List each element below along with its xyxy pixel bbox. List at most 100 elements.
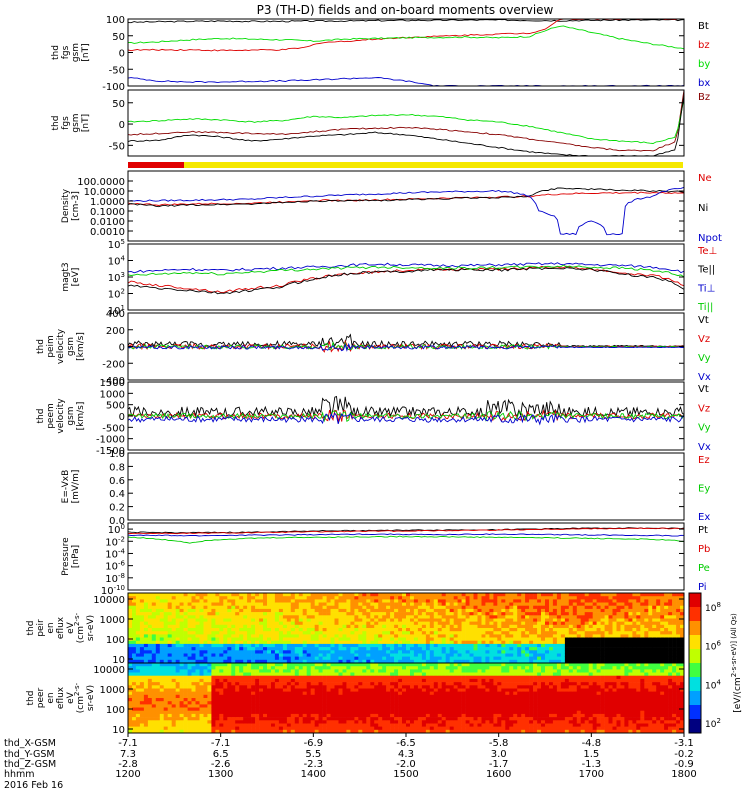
heatmap-cell — [513, 624, 518, 629]
heatmap-cell — [227, 698, 232, 702]
heatmap-cell — [135, 608, 141, 613]
heatmap-cell — [366, 599, 371, 603]
y-axis-label: sr-eV) — [86, 615, 96, 641]
heatmap-cell — [378, 713, 383, 718]
heatmap-cell — [247, 675, 252, 680]
heatmap-cell — [179, 596, 184, 600]
heatmap-cell — [402, 663, 407, 667]
heatmap-cell — [644, 608, 649, 613]
heatmap-cell — [406, 710, 411, 715]
heatmap-cell — [374, 663, 379, 667]
heatmap-cell — [382, 615, 387, 619]
heatmap-cell — [382, 678, 387, 683]
heatmap-cell — [318, 704, 323, 708]
heatmap-cell — [549, 640, 554, 645]
heatmap-cell — [132, 618, 137, 622]
heatmap-cell — [199, 688, 204, 692]
heatmap-cell — [286, 691, 292, 696]
heatmap-cell — [604, 615, 609, 619]
heatmap-cell — [195, 685, 200, 689]
heatmap-cell — [326, 688, 331, 692]
heatmap-cell — [195, 666, 200, 670]
heatmap-cell — [203, 634, 208, 638]
heatmap-cell — [366, 647, 371, 651]
heatmap-cell — [215, 663, 220, 667]
y-tick-label: 1.0 — [109, 449, 125, 460]
legend-entry: Vt — [698, 384, 709, 395]
heatmap-cell — [382, 650, 387, 654]
heatmap-cell — [410, 643, 415, 648]
heatmap-cell — [147, 653, 153, 657]
heatmap-cell — [183, 713, 188, 718]
heatmap-cell — [255, 672, 260, 676]
heatmap-cell — [207, 672, 212, 676]
heatmap-cell — [370, 707, 375, 711]
heatmap-cell — [195, 726, 200, 731]
heatmap-cell — [374, 596, 379, 600]
heatmap-cell — [406, 669, 411, 673]
heatmap-cell — [175, 647, 180, 651]
heatmap-cell — [298, 675, 304, 680]
heatmap-cell — [556, 631, 562, 635]
heatmap-cell — [314, 707, 319, 711]
heatmap-cell — [370, 713, 375, 718]
heatmap-cell — [362, 729, 367, 734]
heatmap-cell — [680, 643, 685, 648]
heatmap-cell — [211, 608, 216, 613]
heatmap-cell — [191, 653, 196, 657]
heatmap-cell — [199, 643, 204, 648]
heatmap-cell — [656, 637, 661, 641]
heatmap-cell — [318, 612, 323, 616]
heatmap-cell — [211, 659, 216, 664]
heatmap-cell — [358, 631, 363, 635]
heatmap-cell — [664, 647, 669, 651]
heatmap-cell — [203, 659, 208, 664]
heatmap-cell — [616, 593, 621, 597]
heatmap-cell — [433, 608, 439, 613]
heatmap-cell — [564, 605, 570, 610]
heatmap-cell — [326, 717, 331, 721]
heatmap-cell — [406, 602, 411, 606]
heatmap-cell — [187, 659, 192, 664]
heatmap-cell — [473, 602, 478, 606]
heatmap-cell — [394, 694, 399, 699]
heatmap-cell — [588, 615, 593, 619]
heatmap-cell — [263, 729, 268, 734]
heatmap-cell — [624, 631, 629, 635]
heatmap-cell — [302, 634, 307, 638]
heatmap-cell — [187, 621, 192, 626]
heatmap-cell — [366, 634, 371, 638]
heatmap-cell — [481, 656, 486, 661]
heatmap-cell — [477, 602, 482, 606]
heatmap-cell — [350, 666, 355, 670]
heatmap-cell — [147, 643, 153, 648]
heatmap-cell — [648, 618, 653, 622]
heatmap-cell — [394, 650, 399, 654]
heatmap-cell — [537, 634, 542, 638]
heatmap-cell — [362, 624, 367, 629]
heatmap-cell — [632, 659, 637, 664]
heatmap-cell — [318, 726, 323, 731]
heatmap-cell — [402, 596, 407, 600]
heatmap-cell — [402, 685, 407, 689]
heatmap-cell — [445, 608, 450, 613]
heatmap-cell — [251, 637, 256, 641]
heatmap-cell — [338, 599, 343, 603]
heatmap-cell — [247, 678, 252, 683]
heatmap-cell — [576, 637, 582, 641]
heatmap-cell — [330, 640, 335, 645]
heatmap-cell — [473, 624, 478, 629]
heatmap-cell — [636, 647, 641, 651]
heatmap-cell — [139, 701, 145, 705]
heatmap-cell — [219, 672, 224, 676]
heatmap-cell — [592, 596, 597, 600]
heatmap-cell — [437, 634, 443, 638]
heatmap-cell — [179, 615, 184, 619]
heatmap-cell — [378, 631, 383, 635]
heatmap-cell — [211, 669, 216, 673]
heatmap-cell — [346, 682, 351, 686]
heatmap-cell — [183, 723, 188, 727]
heatmap-cell — [267, 701, 272, 705]
heatmap-cell — [608, 637, 613, 641]
heatmap-cell — [167, 672, 172, 676]
